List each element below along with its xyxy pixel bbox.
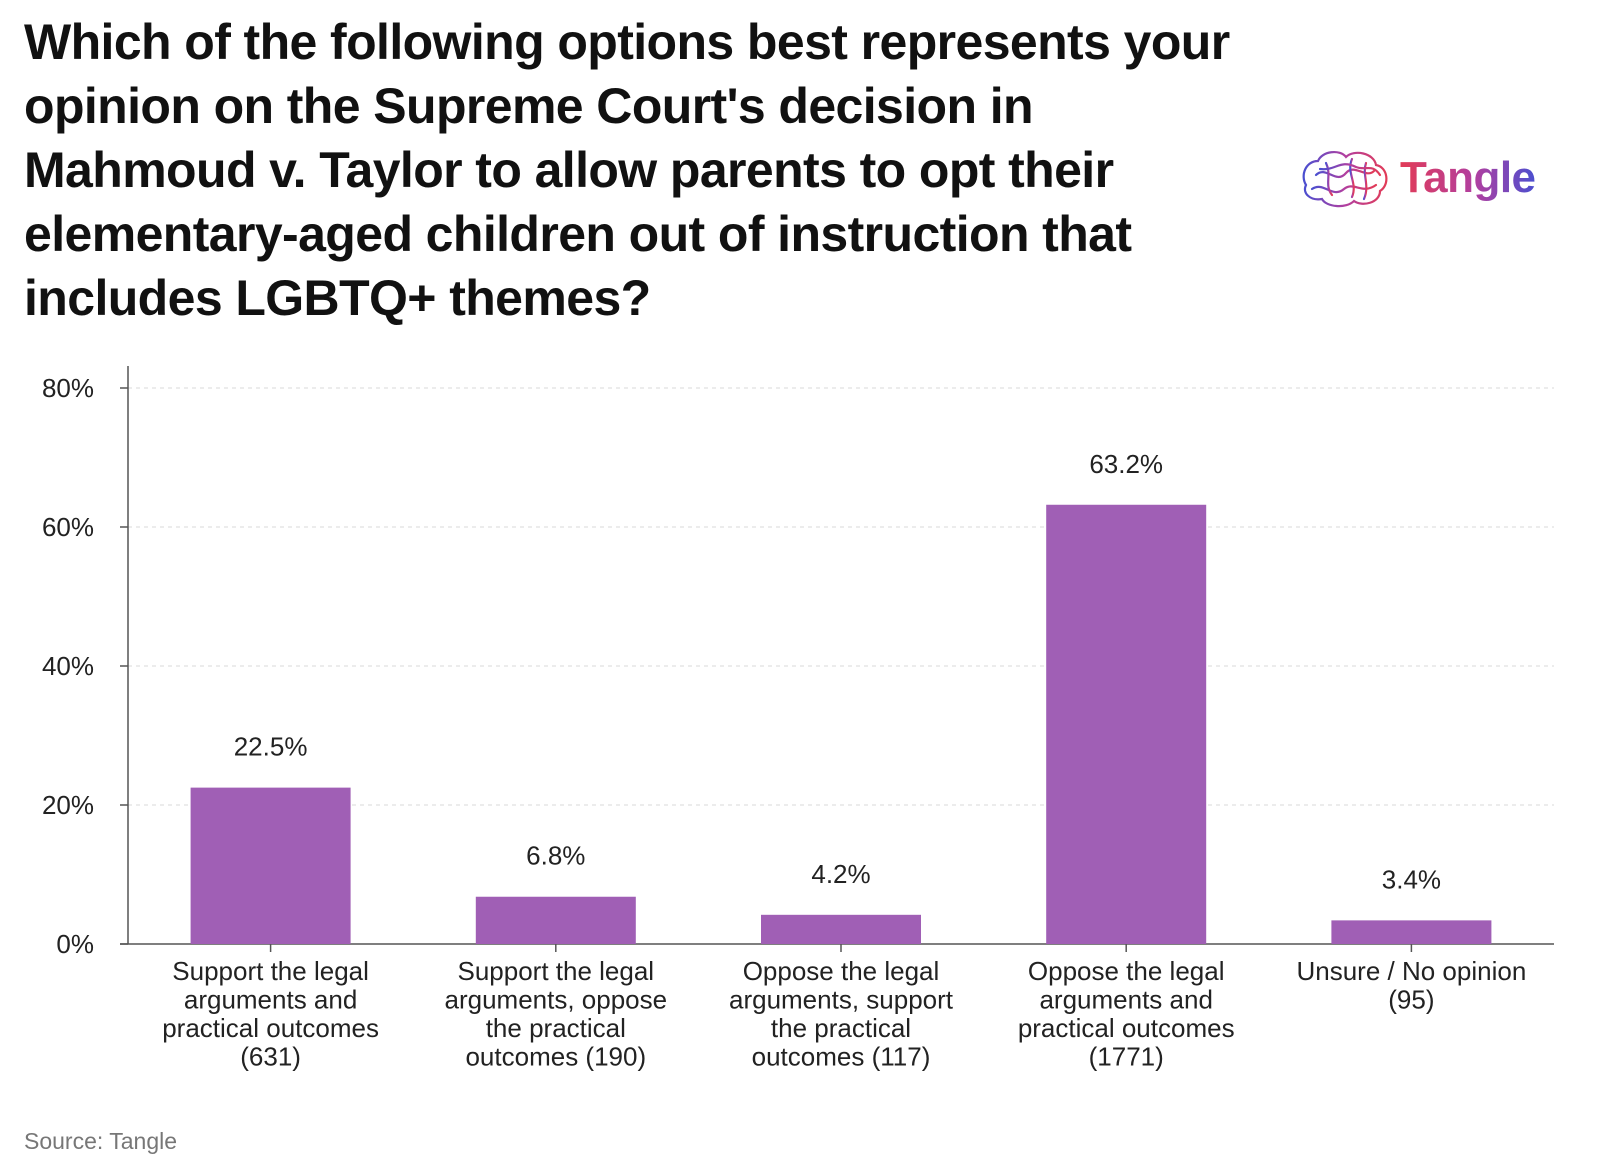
x-tick-label: Oppose the legal arguments and practical o… — [1018, 956, 1235, 1072]
source-note: Source: Tangle — [24, 1128, 178, 1154]
chart-title: Which of the following options best repr… — [24, 14, 1230, 326]
logo-wordmark: Tangle — [1400, 153, 1536, 202]
bar — [761, 914, 921, 944]
x-tick-label: Support the legal arguments, oppose the pr… — [445, 956, 668, 1072]
bar-chart: 0% 20% 40% 60% 80% 22.5% Support the legal argu… — [42, 366, 1554, 1072]
data-label: 63.2% — [1089, 449, 1163, 479]
y-tick-label: 40% — [42, 651, 94, 681]
bar — [1331, 920, 1492, 944]
bar — [475, 896, 636, 944]
brain-icon — [1302, 151, 1388, 208]
y-tick-label: 20% — [42, 790, 94, 820]
data-label: 3.4% — [1382, 864, 1441, 894]
x-tick-label: Unsure / No opinion (95) — [1296, 956, 1526, 1015]
data-label: 6.8% — [526, 841, 585, 871]
data-label: 22.5% — [234, 732, 308, 762]
y-tick-label: 60% — [42, 512, 94, 542]
bar — [190, 787, 351, 944]
tangle-logo: Tangle — [1296, 138, 1556, 218]
bar — [1046, 504, 1207, 944]
data-label: 4.2% — [811, 859, 870, 889]
x-tick-label: Oppose the legal arguments, support the pr… — [729, 956, 954, 1072]
x-tick-label: Support the legal arguments and practical … — [162, 956, 379, 1072]
y-tick-label: 80% — [42, 373, 94, 403]
y-tick-label: 0% — [56, 929, 94, 959]
